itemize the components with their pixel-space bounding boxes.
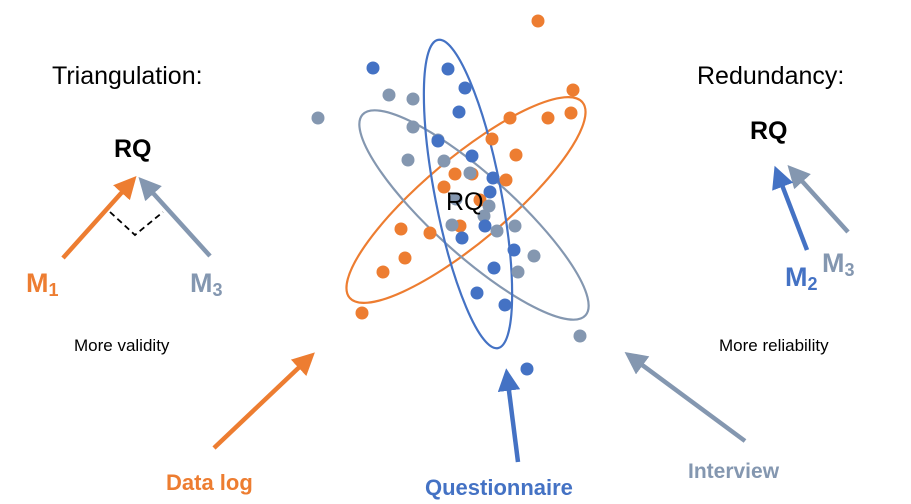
data-log-point: [485, 132, 499, 146]
m3-arrow: [138, 176, 212, 258]
questionnaire-point: [507, 243, 521, 257]
interview-point: [382, 88, 396, 102]
data-log-point: [394, 222, 408, 236]
right-rq-label: RQ: [750, 117, 788, 145]
data-log-label: Data log: [166, 470, 253, 495]
data-log-point: [499, 173, 513, 187]
data-log-points: [355, 14, 580, 320]
interview-label: Interview: [688, 460, 780, 483]
data-log-point: [448, 167, 462, 181]
interview-point: [311, 111, 325, 125]
interview-point: [445, 218, 459, 232]
redundancy-title: Redundancy:: [697, 62, 845, 90]
data-log-point: [437, 180, 451, 194]
questionnaire-point: [520, 362, 534, 376]
questionnaire-point: [498, 298, 512, 312]
interview-point: [463, 166, 477, 180]
interview-point: [477, 209, 491, 223]
data-log-point: [509, 148, 523, 162]
interview-point: [406, 120, 420, 134]
interview-arrow: [624, 351, 747, 443]
interview-point: [573, 329, 587, 343]
questionnaire-point: [486, 171, 500, 185]
questionnaire-point: [470, 286, 484, 300]
data-log-point: [531, 14, 545, 28]
questionnaire-point: [452, 105, 466, 119]
reliability-caption: More reliability: [719, 336, 829, 355]
m1-label: M1: [26, 268, 59, 300]
triangulation-title: Triangulation:: [52, 62, 203, 90]
questionnaire-point: [458, 81, 472, 95]
data-log-point: [398, 251, 412, 265]
questionnaire-point: [478, 219, 492, 233]
data-log-point: [564, 106, 578, 120]
m2-label: M2: [785, 262, 818, 294]
interview-point: [490, 224, 504, 238]
right-angle-marker: [109, 211, 164, 237]
center-rq-label: RQ: [446, 188, 484, 216]
interview-point: [401, 153, 415, 167]
questionnaire-point: [441, 62, 455, 76]
data-log-point: [541, 111, 555, 125]
interview-point: [482, 199, 496, 213]
interview-point: [449, 192, 463, 206]
questionnaire-ellipse: [422, 38, 514, 350]
interview-point: [437, 154, 451, 168]
questionnaire-points: [366, 61, 534, 376]
m2-arrow: [772, 165, 810, 251]
m3-label: M3: [190, 268, 223, 300]
questionnaire-point: [483, 185, 497, 199]
questionnaire-point: [465, 149, 479, 163]
questionnaire-point: [487, 261, 501, 275]
left-rq-label: RQ: [114, 135, 152, 163]
interview-point: [508, 219, 522, 233]
data-log-point: [566, 83, 580, 97]
data-log-point: [355, 306, 369, 320]
data-log-point: [423, 226, 437, 240]
data-log-point: [503, 111, 517, 125]
validity-caption: More validity: [74, 336, 170, 355]
m3-right-arrow: [787, 164, 850, 234]
data-log-point: [376, 265, 390, 279]
interview-point: [406, 92, 420, 106]
questionnaire-point: [431, 134, 445, 148]
questionnaire-arrow: [497, 368, 521, 463]
questionnaire-label: Questionnaire: [425, 475, 573, 500]
questionnaire-point: [455, 231, 469, 245]
interview-point: [511, 265, 525, 279]
questionnaire-point: [366, 61, 380, 75]
interview-point: [527, 249, 541, 263]
m3-right-label: M3: [822, 248, 855, 280]
m1-arrow: [61, 175, 137, 260]
data-log-arrow: [212, 352, 315, 450]
